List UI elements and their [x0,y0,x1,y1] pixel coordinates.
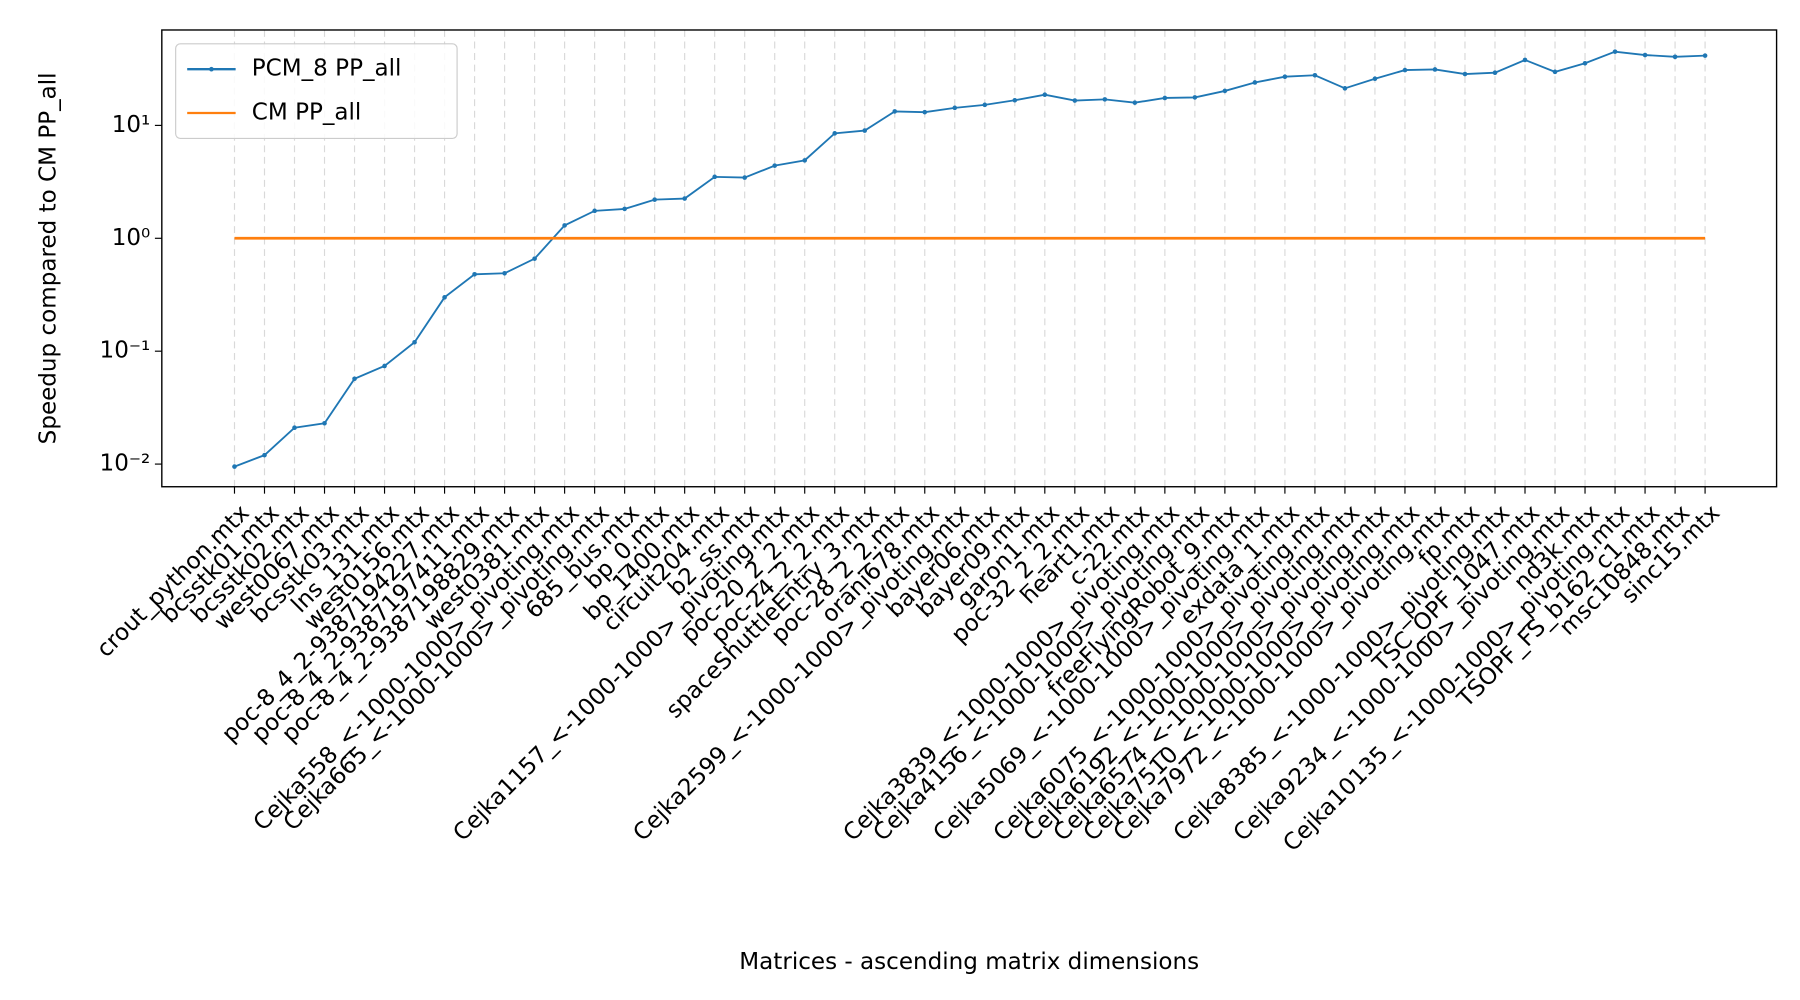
y-tick-label: 10⁻² [100,451,151,477]
data-point [262,452,267,458]
data-point [1612,49,1618,54]
data-point [952,105,958,111]
legend-label: CM PP_all [252,100,362,126]
data-point [1102,97,1108,102]
data-point [502,270,507,276]
data-point [1522,57,1528,63]
data-point [1312,72,1318,78]
data-point [1042,92,1048,98]
data-point [892,109,898,114]
data-point [532,256,537,261]
data-point [1582,60,1588,66]
data-point [1462,71,1468,77]
series-line [234,50,1706,468]
data-point [382,363,387,369]
data-point [1012,97,1018,103]
data-point [592,208,597,214]
data-point [1192,95,1198,100]
data-point [1072,98,1078,103]
data-point [1162,95,1168,101]
data-point [1432,67,1438,72]
data-point [562,223,567,228]
data-point [1252,80,1258,85]
data-point [232,464,237,469]
y-tick-label: 10⁰ [112,225,151,251]
data-point [922,109,928,115]
data-point [1132,100,1138,105]
y-tick-label: 10¹ [112,112,151,138]
data-point [832,131,838,136]
data-point [1372,76,1378,82]
data-point [862,128,868,133]
data-point [682,196,687,201]
data-point [1282,74,1288,80]
data-point [1492,70,1498,75]
axes-frame [161,29,1778,488]
data-point [322,420,327,426]
data-point [292,425,297,431]
legend-marker [209,66,214,72]
data-point [652,197,657,202]
data-point [1342,86,1348,91]
data-point [1552,69,1558,75]
data-point [712,174,717,180]
data-point [982,102,988,108]
data-point [1222,88,1228,94]
data-point [1642,52,1648,58]
x-axis-label: Matrices - ascending matrix dimensions [739,949,1199,975]
data-point [352,376,357,382]
data-point [1702,53,1708,58]
data-point [442,295,447,300]
data-point [622,206,627,212]
data-point [412,339,417,345]
data-point [1402,67,1408,73]
data-point [472,271,477,277]
legend-label: PCM_8 PP_all [252,56,402,82]
data-point [802,158,808,163]
plot-area [232,29,1708,487]
data-point [1672,54,1678,60]
y-axis-label: Speedup compared to CM PP_all [36,72,62,444]
legend-box [175,43,458,139]
data-point [772,163,778,168]
y-tick-label: 10⁻¹ [100,338,151,364]
data-point [742,175,747,180]
